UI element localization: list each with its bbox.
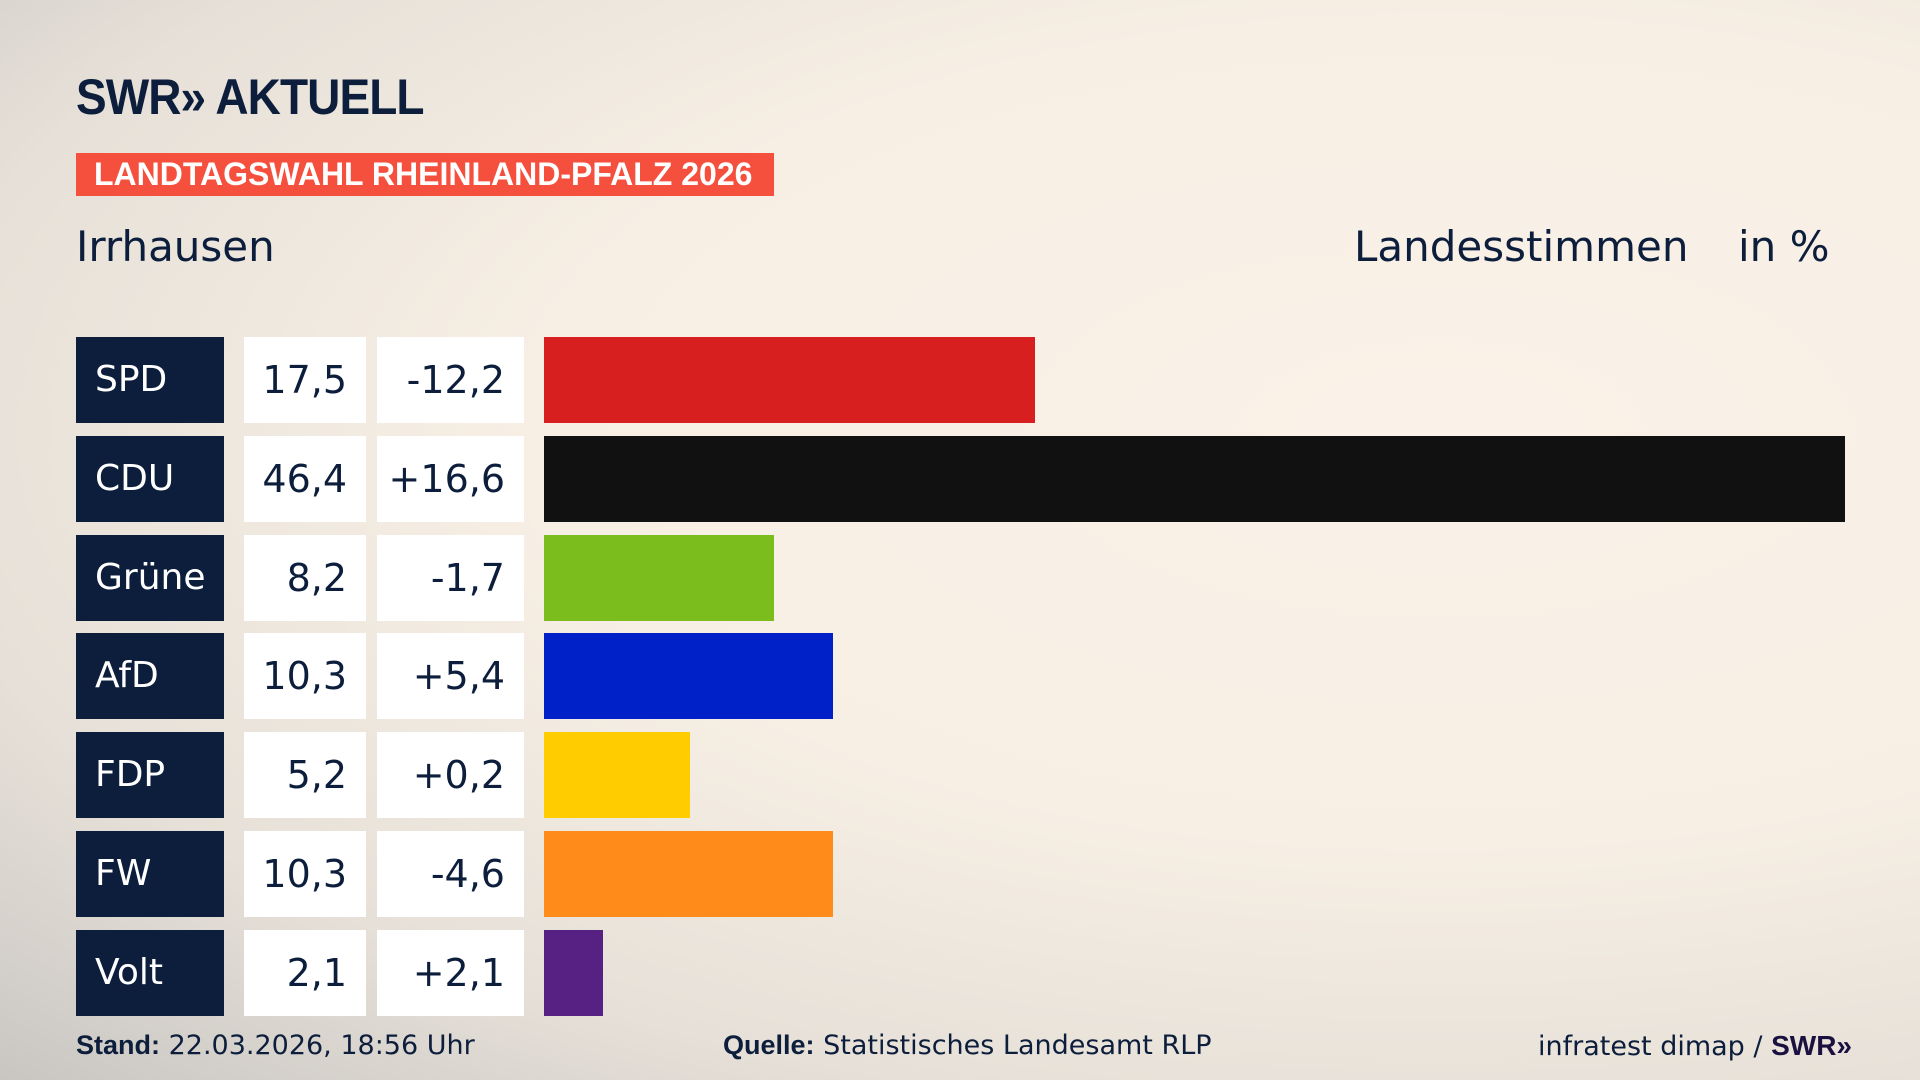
- bar-afd: [544, 633, 833, 720]
- value-label: 2,1: [244, 929, 366, 1016]
- bar-spd: [544, 337, 1035, 423]
- stand-label: Stand:: [76, 1030, 160, 1060]
- change-label: -4,6: [377, 831, 524, 917]
- election-banner: LANDTAGSWAHL RHEINLAND-PFALZ 2026: [76, 153, 775, 196]
- change-label: +0,2: [377, 732, 524, 819]
- party-label: Grüne: [76, 534, 224, 621]
- value-label: 10,3: [244, 831, 366, 917]
- value-label: 46,4: [244, 435, 366, 522]
- bar-fdp: [544, 732, 690, 819]
- value-label: 17,5: [244, 337, 366, 423]
- change-label: +5,4: [377, 633, 524, 720]
- source-label: Quelle:: [723, 1030, 815, 1060]
- change-label: +16,6: [377, 435, 524, 522]
- value-label: 10,3: [244, 633, 366, 720]
- source: Quelle: Statistisches Landesamt RLP: [723, 1030, 1212, 1061]
- source-value: Statistisches Landesamt RLP: [823, 1030, 1212, 1061]
- bar-grüne: [544, 534, 774, 621]
- metric-label: Landesstimmen: [1354, 222, 1689, 271]
- stand-value: 22.03.2026, 18:56 Uhr: [168, 1030, 475, 1061]
- value-label: 8,2: [244, 534, 366, 621]
- bar-volt: [544, 929, 603, 1016]
- unit-label: in %: [1738, 222, 1830, 271]
- party-label: SPD: [76, 337, 224, 423]
- party-label: FW: [76, 831, 224, 917]
- swr-logo: SWR»: [1771, 1030, 1853, 1061]
- credit-text: infratest dimap /: [1538, 1031, 1763, 1062]
- bar-fw: [544, 831, 833, 917]
- change-label: +2,1: [377, 929, 524, 1016]
- party-label: FDP: [76, 732, 224, 819]
- change-label: -12,2: [377, 337, 524, 423]
- timestamp: Stand: 22.03.2026, 18:56 Uhr: [76, 1030, 475, 1061]
- party-label: Volt: [76, 929, 224, 1016]
- swr-aktuell-logo: SWR» AKTUELL: [76, 69, 424, 125]
- change-label: -1,7: [377, 534, 524, 621]
- party-label: CDU: [76, 435, 224, 522]
- bar-cdu: [544, 435, 1845, 522]
- party-label: AfD: [76, 633, 224, 720]
- value-label: 5,2: [244, 732, 366, 819]
- place-title: Irrhausen: [76, 222, 275, 271]
- credit: infratest dimap / SWR»: [1538, 1030, 1852, 1062]
